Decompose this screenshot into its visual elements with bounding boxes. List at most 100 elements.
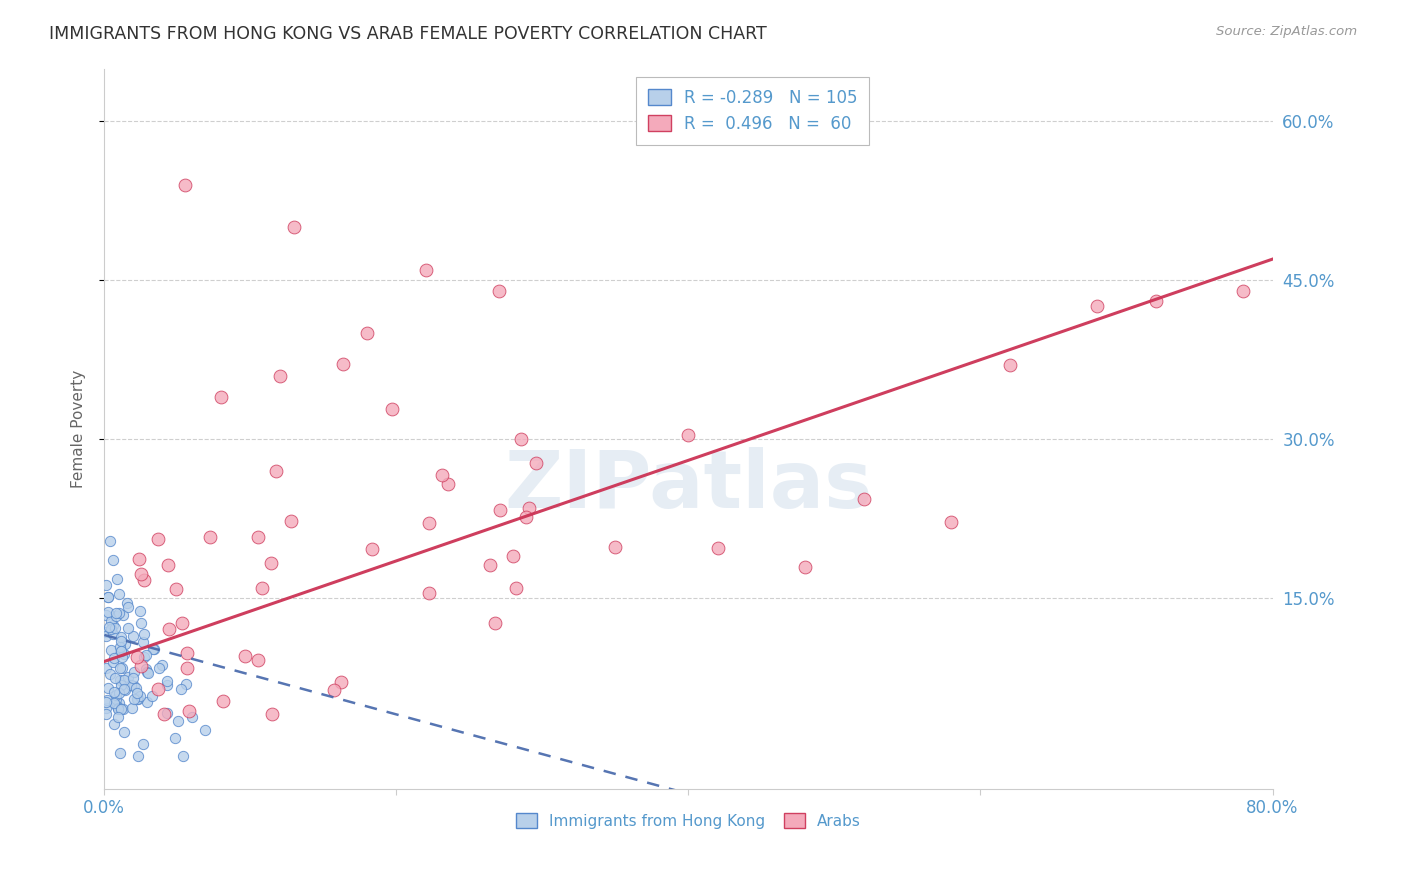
Point: [96, 625, 118, 640]
Point: [120, 677, 142, 691]
Point: [107, 701, 129, 715]
Point: [111, 702, 134, 716]
Point: [332, 357, 354, 371]
Point: [105, 698, 128, 713]
Point: [108, 696, 131, 710]
Point: [165, 582, 187, 596]
Point: [112, 647, 135, 661]
Point: [97, 605, 120, 619]
Point: [132, 737, 155, 751]
Point: [356, 326, 378, 341]
Point: [112, 682, 135, 697]
Point: [418, 586, 440, 600]
Point: [122, 692, 145, 706]
Point: [283, 220, 305, 235]
Point: [127, 650, 149, 665]
Point: [94, 629, 117, 643]
Point: [110, 660, 132, 674]
Point: [110, 631, 132, 645]
Point: [177, 704, 200, 718]
Point: [114, 637, 136, 651]
Point: [153, 707, 176, 722]
Point: [150, 657, 173, 672]
Point: [114, 683, 136, 698]
Point: [104, 671, 127, 685]
Point: [259, 557, 281, 571]
Point: [209, 390, 232, 404]
Point: [128, 552, 150, 566]
Point: [104, 608, 127, 623]
Point: [132, 635, 155, 649]
Point: [247, 653, 270, 667]
Point: [148, 660, 170, 674]
Point: [110, 644, 132, 658]
Point: [101, 617, 124, 632]
Point: [174, 677, 197, 691]
Point: [323, 682, 346, 697]
Point: [103, 716, 125, 731]
Point: [94, 661, 117, 675]
Point: [198, 530, 221, 544]
Point: [128, 690, 150, 704]
Point: [135, 665, 157, 679]
Point: [98, 620, 121, 634]
Point: [142, 642, 165, 657]
Point: [108, 587, 131, 601]
Point: [97, 681, 120, 696]
Point: [484, 616, 506, 631]
Point: [103, 650, 125, 665]
Point: [678, 428, 700, 442]
Point: [107, 606, 129, 620]
Text: IMMIGRANTS FROM HONG KONG VS ARAB FEMALE POVERTY CORRELATION CHART: IMMIGRANTS FROM HONG KONG VS ARAB FEMALE…: [49, 25, 766, 43]
Point: [108, 673, 131, 688]
Point: [706, 541, 728, 556]
Text: ZIPatlas: ZIPatlas: [505, 447, 873, 525]
Point: [135, 648, 157, 662]
Point: [172, 615, 194, 630]
Point: [98, 666, 121, 681]
Point: [110, 634, 132, 648]
Point: [129, 567, 152, 582]
Point: [1232, 284, 1254, 298]
Point: [605, 540, 627, 554]
Point: [524, 457, 547, 471]
Point: [361, 541, 384, 556]
Point: [111, 649, 134, 664]
Point: [103, 696, 125, 710]
Point: [132, 650, 155, 665]
Point: [515, 510, 537, 524]
Point: [96, 608, 118, 623]
Point: [146, 682, 169, 697]
Point: [479, 558, 502, 572]
Point: [124, 665, 146, 679]
Point: [132, 573, 155, 587]
Point: [157, 623, 180, 637]
Point: [172, 748, 194, 763]
Point: [94, 577, 117, 591]
Point: [110, 678, 132, 692]
Point: [105, 573, 128, 587]
Point: [108, 747, 131, 761]
Point: [280, 514, 302, 528]
Point: [94, 700, 117, 714]
Point: [418, 516, 440, 530]
Point: [176, 646, 198, 660]
Point: [100, 642, 122, 657]
Point: [122, 629, 145, 643]
Point: [117, 621, 139, 635]
Point: [112, 725, 135, 739]
Point: [110, 702, 132, 716]
Point: [101, 656, 124, 670]
Point: [127, 686, 149, 700]
Point: [124, 681, 146, 695]
Point: [167, 714, 190, 728]
Point: [127, 748, 149, 763]
Point: [121, 671, 143, 685]
Point: [146, 532, 169, 546]
Point: [437, 477, 460, 491]
Y-axis label: Female Poverty: Female Poverty: [72, 369, 86, 488]
Point: [107, 709, 129, 723]
Point: [103, 627, 125, 641]
Point: [505, 581, 527, 595]
Point: [108, 686, 131, 700]
